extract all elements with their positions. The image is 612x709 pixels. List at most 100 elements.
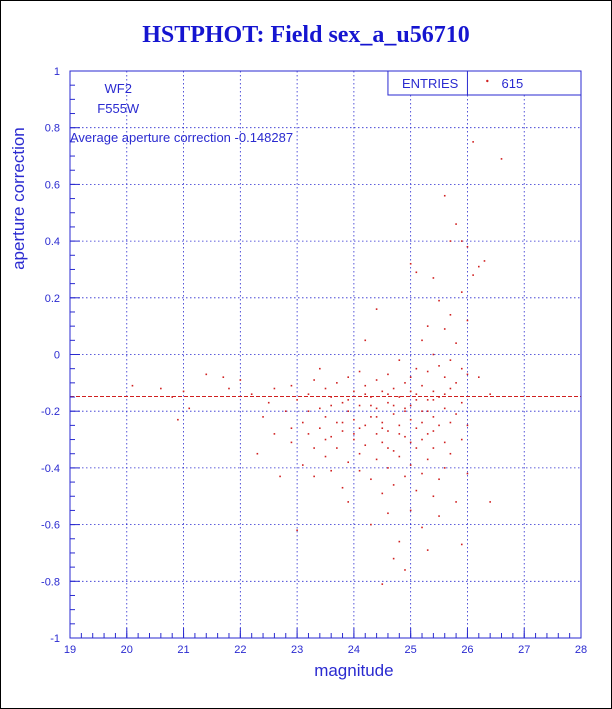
average-correction-label: Average aperture correction -0.148287	[70, 130, 293, 145]
scatter-point	[392, 413, 395, 415]
scatter-point	[438, 299, 440, 302]
scatter-point	[228, 387, 230, 390]
scatter-point	[358, 404, 361, 407]
scatter-point	[466, 424, 469, 427]
scatter-point	[387, 401, 389, 404]
scatter-point	[421, 339, 423, 342]
scatter-point	[307, 393, 310, 395]
scatter-point	[421, 472, 423, 475]
scatter-point	[455, 501, 457, 503]
scatter-point	[290, 441, 293, 444]
scatter-point	[358, 370, 361, 373]
scatter-point	[432, 430, 435, 432]
scatter-point	[273, 387, 276, 390]
scatter-point	[296, 399, 298, 401]
scatter-point	[466, 245, 469, 248]
scatter-point	[489, 393, 491, 395]
scatter-point	[319, 407, 321, 410]
scatter-point	[398, 424, 401, 427]
scatter-point	[160, 387, 162, 390]
scatter-point	[330, 404, 332, 407]
scatter-point	[364, 444, 367, 447]
scatter-point	[438, 478, 440, 481]
scatter-point	[364, 393, 367, 395]
scatter-point	[404, 569, 406, 571]
scatter-point	[432, 353, 435, 356]
y-tick-label: -0.2	[41, 406, 60, 418]
scatter-point	[404, 407, 406, 410]
scatter-point	[347, 461, 350, 464]
scatter-point	[460, 543, 463, 546]
scatter-point	[449, 359, 452, 361]
scatter-point	[438, 424, 440, 427]
scatter-point	[182, 390, 185, 393]
scatter-point	[392, 404, 395, 407]
scatter-point	[330, 435, 332, 438]
scatter-point	[455, 413, 457, 415]
scatter-point	[290, 384, 293, 387]
scatter-point	[387, 467, 389, 469]
scatter-point	[472, 274, 474, 276]
scatter-point	[443, 328, 446, 330]
scatter-point	[364, 339, 367, 342]
x-tick-label: 24	[348, 644, 360, 656]
scatter-point	[319, 427, 321, 430]
scatter-point	[347, 410, 350, 412]
scatter-point	[426, 549, 429, 551]
scatter-point	[381, 427, 384, 430]
scatter-point	[404, 410, 406, 412]
scatter-point	[415, 489, 418, 492]
scatter-point	[307, 410, 310, 412]
entries-marker	[486, 79, 489, 83]
scatter-point	[409, 404, 412, 407]
scatter-point	[353, 433, 355, 435]
y-axis-title: aperture correction	[9, 127, 28, 270]
scatter-point	[421, 421, 423, 424]
scatter-point	[409, 464, 412, 466]
scatter-point	[404, 475, 406, 478]
scatter-point	[460, 438, 463, 441]
scatter-point	[421, 384, 423, 387]
stats-box-frame	[387, 70, 582, 96]
scatter-point	[313, 447, 315, 449]
scatter-point	[381, 441, 384, 444]
scatter-point	[443, 407, 446, 410]
scatter-point	[421, 438, 423, 441]
x-axis-title: magnitude	[314, 661, 393, 680]
scatter-point	[262, 416, 264, 418]
scatter-point	[375, 416, 378, 418]
scatter-point	[500, 158, 503, 160]
y-tick-label: 1	[54, 66, 60, 78]
scatter-point	[370, 404, 372, 407]
scatter-point	[443, 376, 446, 378]
scatter-point	[398, 359, 401, 361]
scatter-point	[466, 319, 469, 322]
scatter-point	[409, 509, 412, 512]
scatter-point	[415, 447, 418, 449]
scatter-point	[455, 382, 457, 384]
scatter-point	[364, 384, 367, 387]
scatter-point	[381, 390, 384, 393]
entries-label: ENTRIES	[402, 76, 459, 91]
scatter-point	[466, 373, 469, 376]
x-tick-label: 22	[234, 644, 246, 656]
scatter-point	[353, 438, 355, 441]
scatter-point	[404, 435, 406, 438]
scatter-point	[375, 407, 378, 410]
scatter-point	[409, 390, 412, 393]
scatter-point	[449, 240, 452, 242]
scatter-point	[421, 526, 423, 529]
scatter-point	[443, 393, 446, 395]
scatter-point	[341, 401, 344, 404]
scatter-point	[347, 399, 350, 401]
scatter-point	[460, 291, 463, 293]
scatter-point	[455, 342, 457, 344]
scatter-point	[398, 540, 401, 543]
scatter-point	[466, 472, 469, 475]
scatter-point	[290, 427, 293, 430]
scatter-point	[381, 583, 384, 585]
scatter-point	[239, 379, 242, 381]
scatter-point	[177, 418, 179, 421]
scatter-point	[381, 421, 384, 424]
